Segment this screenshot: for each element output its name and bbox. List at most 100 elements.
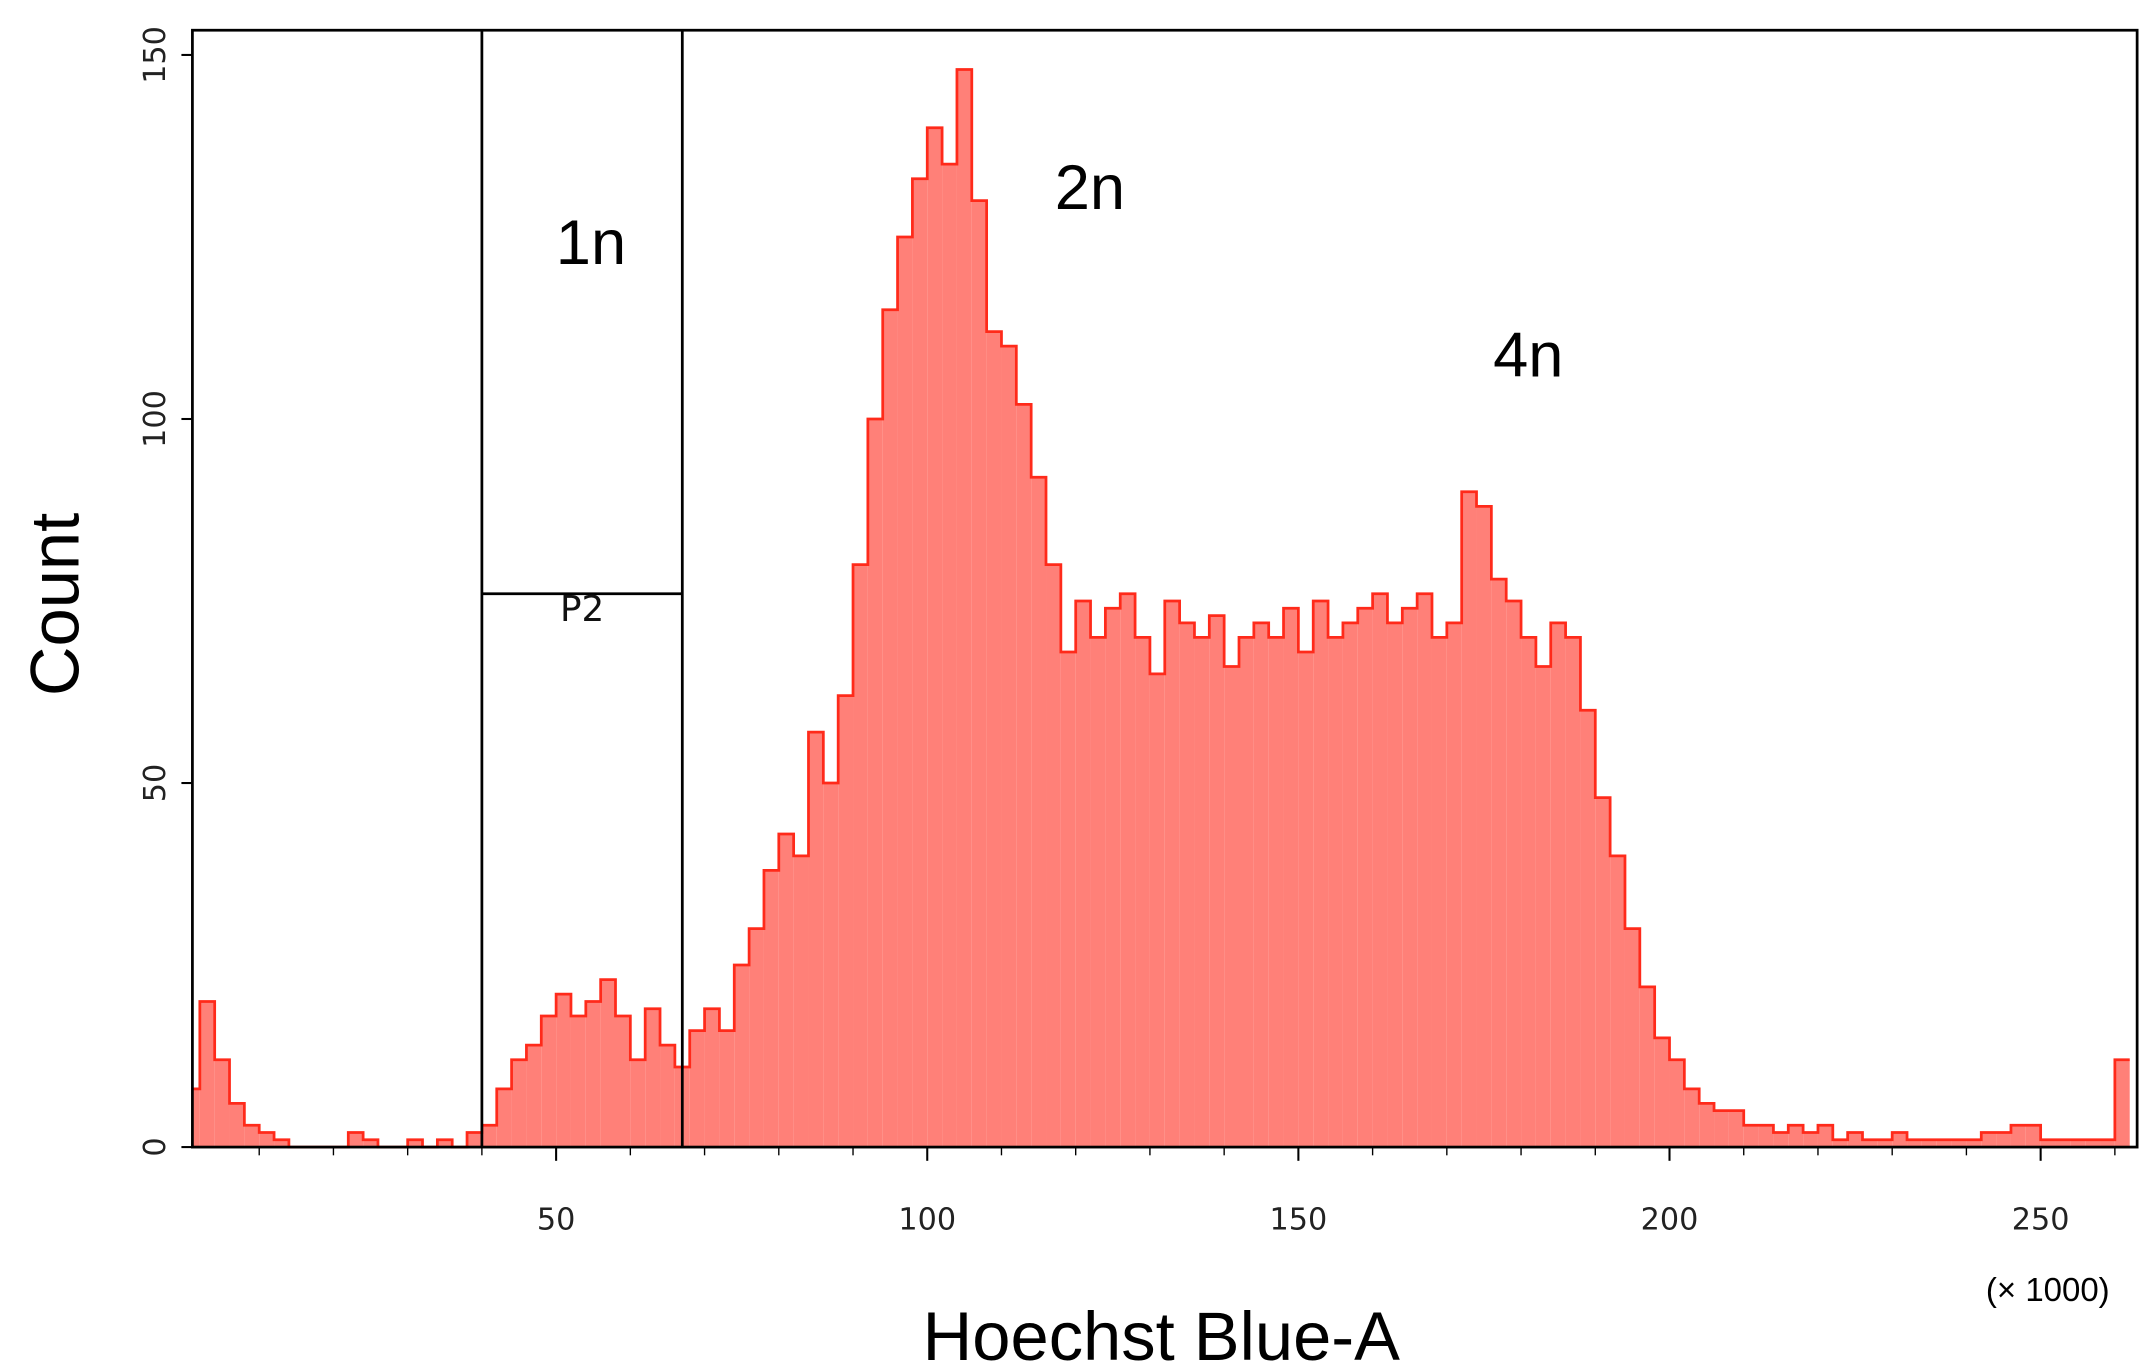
y-tick-label: 100 [138,390,173,448]
histogram-bar [1209,615,1225,1148]
histogram-bar [763,870,779,1148]
histogram-bar [2114,1059,2130,1148]
histogram-bar [719,1030,735,1148]
histogram-bar [1817,1125,1833,1148]
histogram-bar [1565,637,1581,1148]
histogram-bar [496,1088,512,1148]
histogram-bar [1803,1132,1818,1148]
histogram-bar [1506,601,1522,1148]
histogram-bar [1743,1125,1759,1148]
histogram-bar [1892,1132,1908,1148]
histogram-bar [1758,1125,1774,1148]
histogram-bar [1253,622,1269,1148]
histogram-bar [1921,1139,1937,1148]
histogram-bar [1298,651,1314,1148]
histogram-bar [1149,673,1165,1148]
histogram-bar [1313,601,1329,1148]
histogram-bar [1372,593,1388,1148]
histogram-bar [1417,593,1432,1148]
histogram-bar [192,1088,200,1148]
histogram-bar [808,732,824,1148]
annotation: 2n [1055,153,1125,223]
histogram-bar [853,564,868,1148]
histogram-bar [689,1030,705,1148]
histogram-bar [1238,637,1254,1148]
histogram-bar [1090,637,1106,1148]
histogram-bar [1981,1132,1997,1148]
histogram-bar [2040,1139,2056,1148]
histogram-bar [1639,986,1655,1148]
histogram-bar [956,69,972,1148]
histogram-bar [1654,1037,1670,1148]
histogram-bar [1714,1110,1729,1148]
histogram-bar [244,1125,260,1148]
histogram-bar [2070,1139,2086,1148]
histogram-bar [838,695,854,1148]
histogram-bar [1535,666,1551,1148]
histogram-bar [1832,1139,1848,1148]
histogram-bar [511,1059,527,1148]
histogram-bar [1120,593,1136,1148]
histogram-bar [1699,1103,1715,1148]
histogram-bar [778,834,794,1148]
histogram-bar [214,1059,230,1148]
histogram-bar [1075,601,1091,1148]
histogram-bar [704,1008,720,1148]
histogram-bar [1031,477,1047,1148]
histogram-bar [660,1045,675,1148]
histogram-bar [867,418,883,1148]
histogram-bar [645,1008,661,1148]
histogram-bar [600,979,616,1148]
histogram-bar [1550,622,1566,1148]
histogram-bar [437,1139,453,1148]
histogram-bar [1491,579,1507,1148]
histogram-bar [1461,491,1477,1148]
histogram-bar [1669,1059,1685,1148]
histogram-bar [942,164,957,1148]
annotation: 1n [556,208,626,278]
annotation: 4n [1493,320,1563,390]
plot-frame [191,28,2139,1149]
histogram-bar [1684,1088,1700,1148]
histogram-bar [2025,1125,2041,1148]
histogram-bar [823,783,839,1148]
histogram-bar [570,1016,586,1148]
histogram-bar [1446,622,1462,1148]
x-unit-label: (× 1000) [1986,1271,2110,1308]
histogram-bar [1847,1132,1863,1148]
histogram-bar [1728,1110,1744,1148]
histogram-bar [1877,1139,1893,1148]
histogram-bar [1224,666,1239,1148]
histogram-bar [1595,797,1611,1148]
histogram-bar [585,1001,601,1148]
x-tick-label: 150 [1270,1203,1328,1238]
y-tick-label: 150 [138,26,173,84]
x-tick-label: 100 [898,1203,956,1238]
histogram-bar [630,1059,646,1148]
histogram-bar [1476,506,1492,1148]
x-tick-label: 50 [537,1203,575,1238]
histogram-bar [927,127,943,1148]
histogram-bar [556,994,571,1148]
histogram-bar [407,1139,423,1148]
histogram-bar [1966,1139,1982,1148]
histogram-bar [1521,637,1536,1148]
histogram-bar [1773,1132,1789,1148]
gate-label: P2 [560,589,604,630]
histogram-bar [1951,1139,1967,1148]
histogram-bar [1357,608,1373,1148]
histogram-bar [229,1103,245,1148]
histogram-bar [1907,1139,1922,1148]
histogram-bar [882,309,898,1148]
histogram-bar [1624,928,1640,1148]
x-axis-title: Hoechst Blue-A [923,1298,1401,1371]
histogram-bar [274,1139,289,1148]
histogram-bar [199,1001,215,1148]
histogram-bar [1788,1125,1804,1148]
histogram-bar [1328,637,1343,1148]
histogram-bar [897,236,913,1148]
histogram-bar [1105,608,1121,1148]
x-tick-label: 250 [2012,1203,2070,1238]
histogram-bar [1431,637,1447,1148]
histogram-bar [615,1016,631,1148]
